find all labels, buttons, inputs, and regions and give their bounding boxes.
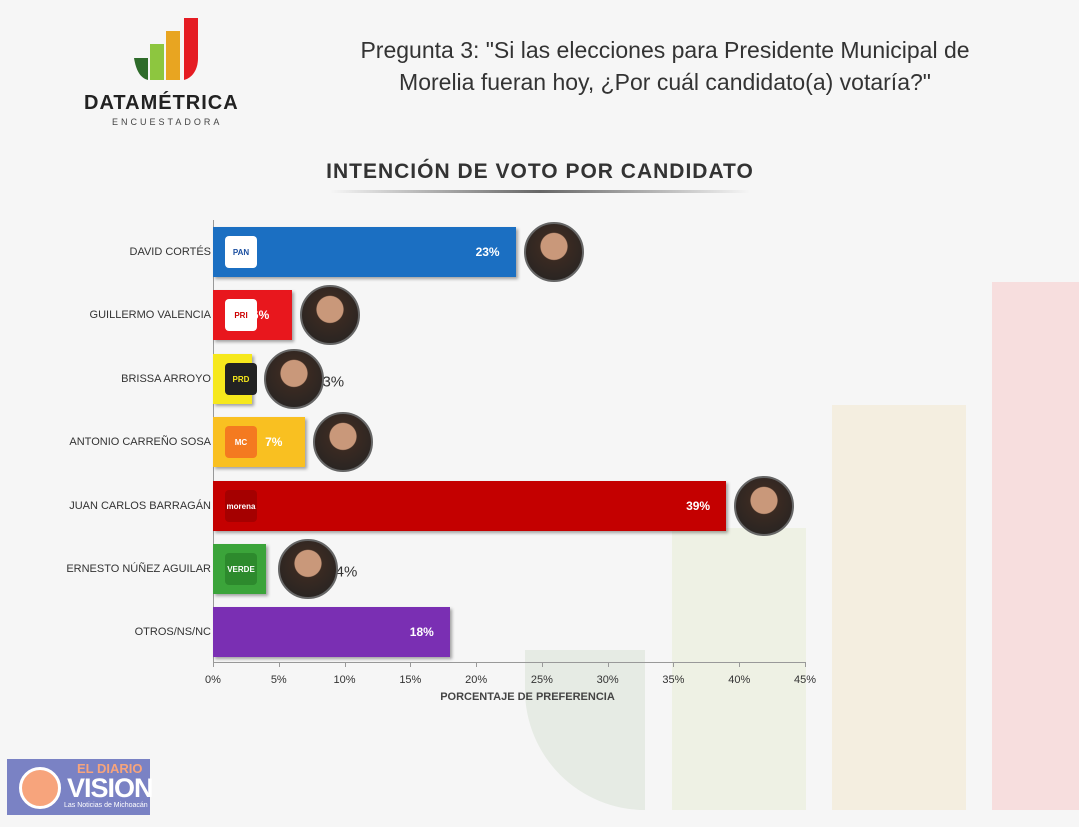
question-text: Pregunta 3: "Si las elecciones para Pres… (360, 37, 970, 95)
bar (213, 481, 727, 531)
x-tick-label: 10% (333, 674, 356, 686)
x-axis-line (213, 662, 805, 663)
party-logo-icon: VERDE (225, 553, 257, 585)
x-tick-mark (541, 662, 543, 667)
party-logo-icon: morena (225, 490, 257, 522)
data-label: 7% (265, 435, 283, 449)
sun-icon (19, 767, 61, 809)
x-tick-mark (739, 662, 741, 667)
x-tick-mark (410, 662, 412, 667)
party-logo-icon: PRI (225, 299, 257, 331)
candidate-photo-icon (523, 222, 584, 282)
category-label: GUILLERMO VALENCIA (89, 309, 211, 321)
candidate-photo-icon (277, 539, 338, 599)
category-label: DAVID CORTÉS (129, 246, 212, 258)
datametrica-logo-icon (134, 18, 198, 80)
x-axis-label: PORCENTAJE DE PREFERENCIA (440, 691, 615, 703)
x-tick-mark (344, 662, 346, 667)
bg-shape (672, 528, 806, 810)
bar (213, 227, 516, 277)
x-tick-mark (476, 662, 478, 667)
x-tick-label: 0% (205, 674, 221, 686)
category-label: BRISSA ARROYO (121, 373, 211, 385)
bg-shape (992, 282, 1079, 810)
data-label: 23% (475, 245, 500, 259)
bg-shape (832, 405, 966, 810)
candidate-photo-icon (734, 476, 795, 536)
x-tick-mark (607, 662, 609, 667)
x-tick-label: 15% (399, 674, 422, 686)
category-label: ERNESTO NÚÑEZ AGUILAR (66, 563, 211, 575)
data-label: 39% (686, 499, 711, 513)
brand-name: VISION (67, 773, 154, 803)
party-logo-icon: MC (225, 426, 257, 458)
x-tick-label: 45% (793, 674, 817, 686)
el-diario-vision-logo: EL DIARIO VISION Las Noticias de Michoac… (7, 759, 154, 815)
x-tick-label: 25% (530, 674, 553, 686)
brand-subtitle: Las Noticias de Michoacán (64, 802, 148, 809)
x-tick-label: 40% (728, 674, 751, 686)
data-label: 6% (251, 308, 270, 322)
logo-text: DATAMÉTRICA (84, 92, 239, 114)
x-tick-mark (805, 662, 806, 667)
candidate-photo-icon (299, 285, 360, 345)
x-tick-mark (673, 662, 675, 667)
x-tick-label: 5% (270, 674, 287, 686)
x-tick-label: 20% (465, 674, 488, 686)
data-label: 3% (322, 373, 345, 391)
candidate-photo-icon (264, 349, 325, 409)
category-label: OTROS/NS/NC (134, 626, 211, 638)
x-tick-label: 35% (662, 674, 685, 686)
x-tick-mark (278, 662, 280, 667)
x-tick-mark (213, 662, 214, 667)
candidate-photo-icon (313, 412, 374, 472)
brand-top: EL DIARIO (77, 761, 143, 776)
party-logo-icon: PRD (225, 363, 257, 395)
category-label: ANTONIO CARREÑO SOSA (69, 436, 211, 448)
category-label: JUAN CARLOS BARRAGÁN (69, 500, 211, 512)
x-tick-label: 30% (596, 674, 619, 686)
bar (213, 607, 450, 657)
logo-subtitle: ENCUESTADORA (112, 117, 223, 127)
party-logo-icon: PAN (225, 236, 257, 268)
data-label: 18% (409, 625, 434, 639)
data-label: 4% (335, 563, 358, 581)
title-underline (330, 190, 750, 193)
chart-title: INTENCIÓN DE VOTO POR CANDIDATO (326, 160, 754, 183)
